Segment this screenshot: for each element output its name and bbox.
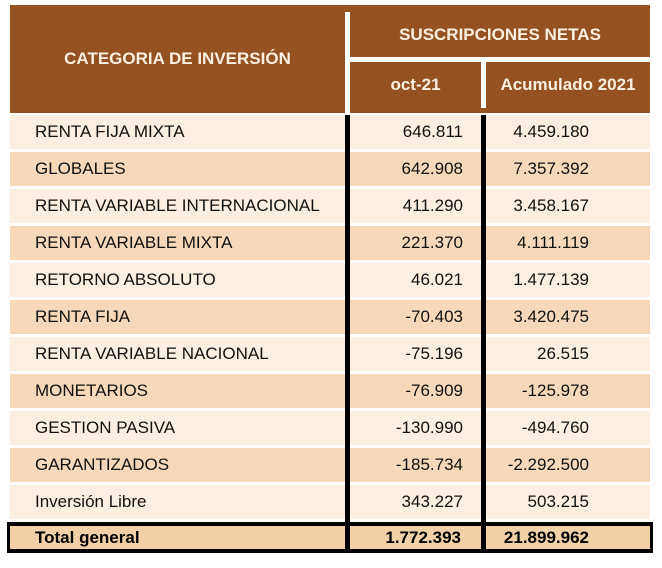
column-divider-2: [481, 115, 486, 553]
oct21-cell: -75.196: [405, 344, 463, 363]
header-category-column: CATEGORIA DE INVERSIÓN: [64, 49, 291, 68]
acumulado-cell: 3.458.167: [513, 196, 589, 215]
category-cell: MONETARIOS: [35, 381, 149, 400]
category-cell: RENTA VARIABLE NACIONAL: [35, 344, 269, 363]
table-row: MONETARIOS -76.909 -125.978: [10, 374, 650, 408]
table-row: GARANTIZADOS -185.734 -2.292.500: [10, 448, 650, 482]
acumulado-cell: 4.459.180: [513, 122, 589, 141]
category-cell: RENTA FIJA: [35, 307, 131, 326]
header-subrow: oct-21 Acumulado 2021: [350, 62, 650, 108]
header-accumulated-column: Acumulado 2021: [500, 75, 636, 94]
acumulado-cell: 4.111.119: [517, 233, 589, 252]
acumulado-cell: -2.292.500: [507, 455, 589, 474]
table-row: RENTA VARIABLE NACIONAL -75.196 26.515: [10, 337, 650, 371]
oct21-cell: 46.021: [411, 270, 463, 289]
acumulado-cell: -494.760: [521, 418, 589, 437]
table-body: RENTA FIJA MIXTA 646.811 4.459.180 GLOBA…: [10, 115, 650, 519]
header-subdivider-vertical: [481, 62, 486, 108]
acumulado-cell: -125.978: [521, 381, 589, 400]
category-cell: GARANTIZADOS: [35, 455, 170, 474]
table-row: RENTA VARIABLE INTERNACIONAL 411.290 3.4…: [10, 189, 650, 223]
acumulado-cell: 26.515: [537, 344, 589, 363]
net-subscriptions-table: CATEGORIA DE INVERSIÓN SUSCRIPCIONES NET…: [7, 5, 653, 553]
header-divider-horizontal: [350, 57, 650, 62]
acumulado-cell: 503.215: [527, 492, 589, 511]
column-divider-1: [345, 115, 350, 553]
category-cell: RENTA VARIABLE INTERNACIONAL: [35, 196, 320, 215]
oct21-cell: -130.990: [395, 418, 463, 437]
total-acumulado-value: 21.899.962: [503, 527, 589, 547]
table-row: GESTION PASIVA -130.990 -494.760: [10, 411, 650, 445]
category-cell: RENTA FIJA MIXTA: [35, 122, 185, 141]
oct21-cell: -76.909: [405, 381, 463, 400]
table-row: RENTA FIJA MIXTA 646.811 4.459.180: [10, 115, 650, 149]
category-cell: GLOBALES: [35, 159, 126, 178]
oct21-cell: 343.227: [401, 492, 463, 511]
table-header: CATEGORIA DE INVERSIÓN SUSCRIPCIONES NET…: [10, 5, 650, 113]
category-cell: RETORNO ABSOLUTO: [35, 270, 216, 289]
oct21-cell: -70.403: [405, 307, 463, 326]
acumulado-cell: 7.357.392: [513, 159, 589, 178]
oct21-cell: -185.734: [395, 455, 463, 474]
table-row: GLOBALES 642.908 7.357.392: [10, 152, 650, 186]
header-group-title: SUSCRIPCIONES NETAS: [399, 24, 601, 44]
total-label: Total general: [35, 527, 140, 547]
oct21-cell: 411.290: [402, 196, 463, 215]
header-month-column: oct-21: [390, 75, 441, 94]
table-row: RENTA VARIABLE MIXTA 221.370 4.111.119: [10, 226, 650, 260]
total-row: Total general 1.772.393 21.899.962: [7, 522, 653, 553]
category-cell: Inversión Libre: [35, 492, 147, 511]
category-cell: RENTA VARIABLE MIXTA: [35, 233, 233, 252]
acumulado-cell: 3.420.475: [513, 307, 589, 326]
table-row: RETORNO ABSOLUTO 46.021 1.477.139: [10, 263, 650, 297]
table-body-wrapper: RENTA FIJA MIXTA 646.811 4.459.180 GLOBA…: [7, 115, 653, 553]
table-row: Inversión Libre 343.227 503.215: [10, 485, 650, 519]
table-row: RENTA FIJA -70.403 3.420.475: [10, 300, 650, 334]
category-cell: GESTION PASIVA: [35, 418, 176, 437]
oct21-cell: 642.908: [401, 159, 463, 178]
total-oct21-value: 1.772.393: [385, 527, 461, 547]
header-divider-vertical: [345, 12, 350, 113]
oct21-cell: 646.811: [402, 122, 463, 141]
oct21-cell: 221.370: [401, 233, 463, 252]
acumulado-cell: 1.477.139: [513, 270, 589, 289]
